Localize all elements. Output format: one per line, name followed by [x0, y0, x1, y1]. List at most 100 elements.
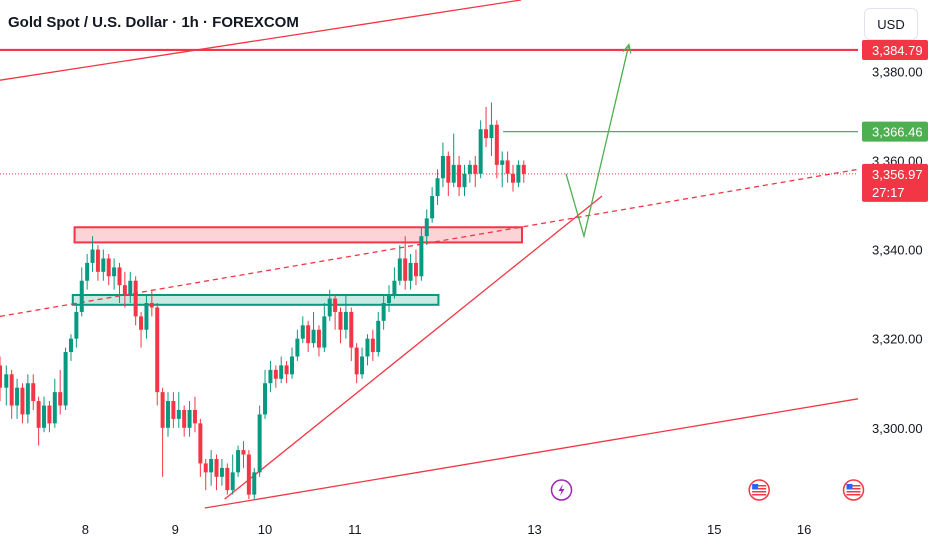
candle-body	[365, 338, 370, 357]
candle-body	[360, 356, 365, 375]
y-tick-label: 3,320.00	[872, 332, 923, 347]
x-tick-label: 8	[82, 522, 89, 537]
candle-body	[354, 347, 359, 375]
candle-body	[257, 414, 262, 473]
candle-body	[473, 164, 478, 174]
candle-body	[424, 218, 429, 237]
candle-body	[521, 164, 526, 174]
price-tag: 3,356.97 27:17	[862, 163, 928, 202]
candle-body	[494, 124, 499, 165]
candle-body	[236, 450, 241, 473]
candle-body	[316, 329, 321, 348]
candle-body	[117, 267, 122, 286]
candles-layer	[0, 102, 526, 500]
candle-body	[68, 338, 73, 353]
candle-body	[246, 454, 251, 495]
candle-body	[85, 262, 90, 281]
candle-body	[192, 409, 197, 424]
candle-body	[74, 311, 79, 339]
candle-body	[36, 401, 41, 428]
trendline	[224, 195, 603, 500]
candle-body	[413, 262, 418, 277]
candle-body	[284, 365, 289, 375]
candle-body	[387, 294, 392, 304]
x-tick-label: 16	[797, 522, 811, 537]
price-tags-layer: 3,384.79 3,366.46 3,356.97 27:17	[862, 39, 928, 202]
candle-body	[198, 423, 203, 464]
candle-body	[128, 280, 133, 295]
candle-body	[219, 467, 224, 477]
candle-body	[403, 258, 408, 281]
candle-body	[505, 160, 510, 174]
candle-body	[370, 338, 375, 353]
candle-body	[241, 450, 246, 455]
candle-body	[52, 392, 57, 424]
trendline	[204, 398, 859, 509]
candle-body	[306, 325, 311, 344]
x-tick-label: 10	[258, 522, 272, 537]
candle-body	[4, 374, 9, 388]
candle-body	[176, 409, 181, 419]
candle-body	[79, 280, 84, 312]
lightning-icon	[550, 479, 573, 501]
price-tag-countdown: 27:17	[872, 185, 905, 200]
candle-body	[42, 405, 47, 428]
candle-body	[457, 164, 462, 188]
candle-body	[338, 311, 343, 330]
candle-body	[101, 258, 106, 272]
candle-body	[155, 307, 160, 393]
price-tag: 3,366.46	[862, 121, 928, 142]
candle-body	[182, 409, 187, 428]
candle-body	[311, 329, 316, 344]
candle-body	[106, 258, 111, 277]
candle-body	[397, 258, 402, 281]
candle-body	[300, 325, 305, 339]
x-tick-label: 9	[172, 522, 179, 537]
candle-body	[31, 383, 36, 402]
candle-body	[381, 303, 386, 321]
candle-body	[214, 458, 219, 477]
candle-body	[95, 249, 100, 272]
price-axis[interactable]: 3,380.003,360.003,340.003,320.003,300.00	[872, 64, 923, 435]
price-tag-value: 3,366.46	[872, 125, 923, 140]
candle-body	[295, 338, 300, 357]
projection-layer	[565, 43, 632, 239]
candle-body	[225, 467, 230, 491]
candle-body	[511, 173, 516, 183]
candle-body	[187, 409, 192, 428]
projection-arrowhead	[622, 43, 632, 54]
candle-body	[25, 383, 30, 415]
candle-body	[166, 401, 171, 428]
candle-body	[451, 164, 456, 183]
y-tick-label: 3,340.00	[872, 243, 923, 258]
candle-body	[419, 236, 424, 277]
candle-body	[9, 374, 14, 406]
currency-button[interactable]: USD	[864, 8, 918, 40]
candle-body	[58, 392, 63, 406]
candle-body	[139, 316, 144, 330]
candle-body	[478, 129, 483, 174]
trendline	[0, 0, 522, 81]
price-tag: 3,384.79	[862, 39, 928, 60]
candle-body	[440, 155, 445, 179]
candle-body	[0, 365, 2, 388]
candle-body	[500, 160, 505, 165]
candle-body	[230, 472, 235, 491]
candle-body	[144, 303, 149, 330]
candle-body	[333, 298, 338, 312]
zone-box	[71, 293, 440, 306]
candle-body	[171, 401, 176, 419]
zones-layer	[71, 226, 523, 306]
candle-body	[263, 383, 268, 415]
candle-body	[149, 303, 154, 308]
candle-body	[160, 392, 165, 428]
candle-body	[15, 387, 20, 406]
symbol-title[interactable]: Gold Spot / U.S. Dollar · 1h · FOREXCOM	[8, 14, 299, 31]
trendline	[0, 168, 859, 318]
candle-body	[112, 267, 117, 277]
time-axis[interactable]: 8 9 10 11 13 15 16	[82, 522, 812, 537]
candle-body	[430, 196, 435, 219]
candle-body	[273, 369, 278, 379]
